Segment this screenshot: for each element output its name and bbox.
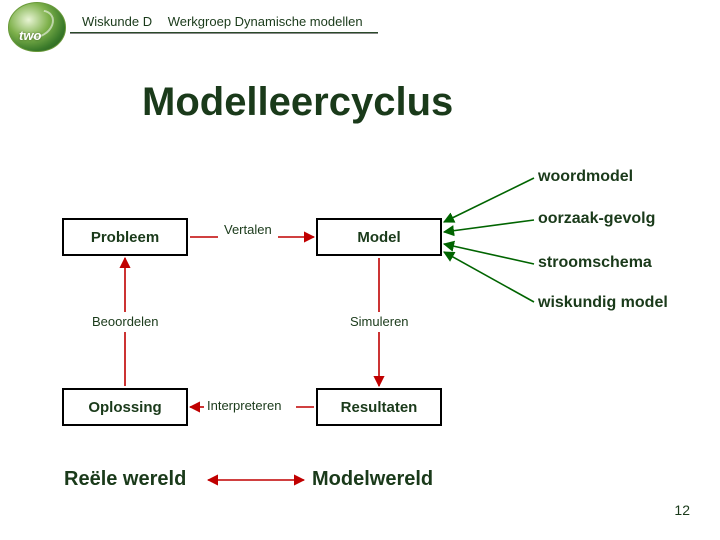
node-label: Model [357,229,400,246]
cycle-diagram: Probleem Model Oplossing Resultaten Vert… [0,0,720,540]
node-model: Model [316,218,442,256]
edge-label-vertalen: Vertalen [224,222,272,237]
edge-label-beoordelen: Beoordelen [92,314,159,329]
node-label: Oplossing [88,399,161,416]
node-probleem: Probleem [62,218,188,256]
edge-label-simuleren: Simuleren [350,314,409,329]
annot-wiskundig-model: wiskundig model [538,294,668,312]
domain-real-world: Reële wereld [64,468,186,491]
page-number: 12 [674,502,690,518]
annot-stroomschema: stroomschema [538,254,652,272]
annot-woordmodel: woordmodel [538,168,633,186]
node-oplossing: Oplossing [62,388,188,426]
node-resultaten: Resultaten [316,388,442,426]
annot-oorzaak-gevolg: oorzaak-gevolg [538,210,655,228]
edge-label-interpreteren: Interpreteren [207,398,281,413]
node-label: Resultaten [341,399,418,416]
node-label: Probleem [91,229,159,246]
domain-model-world: Modelwereld [312,468,433,491]
